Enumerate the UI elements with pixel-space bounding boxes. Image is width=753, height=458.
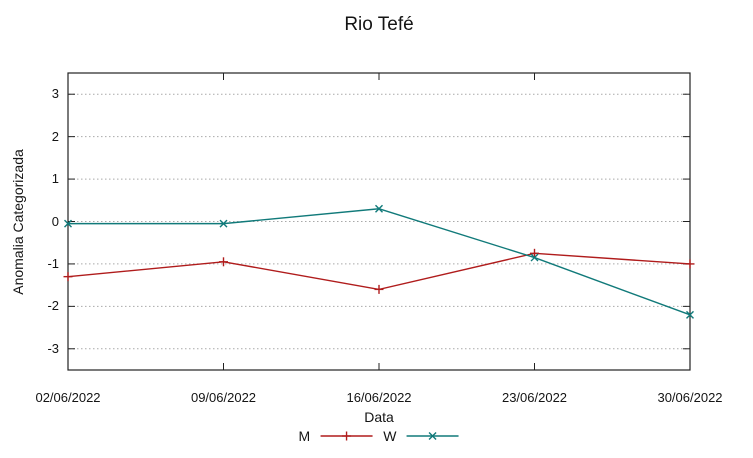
series-marker-w: [686, 310, 694, 319]
x-tick-label: 23/06/2022: [501, 390, 568, 405]
series-marker-w: [219, 219, 228, 228]
legend-sample-marker: [428, 432, 437, 440]
series-line-w: [68, 208, 691, 316]
x-tick-label: 02/06/2022: [35, 390, 101, 405]
x-tick-label: 30/06/2022: [657, 390, 723, 405]
legend-line-sample-m: [320, 431, 373, 441]
x-tick-label: 09/06/2022: [190, 390, 257, 405]
series-line-m: [67, 252, 691, 291]
series-marker-w: [64, 219, 72, 228]
y-tick-label: -1: [47, 255, 59, 271]
legend-label-m: M: [298, 428, 311, 444]
y-tick-label: -3: [47, 340, 59, 356]
legend-label-w: W: [383, 428, 397, 444]
legend-line-sample-w: [406, 432, 459, 440]
x-axis-label: Data: [364, 409, 394, 425]
chart-title: Rio Tefé: [344, 14, 414, 35]
legend-item-m: M: [299, 428, 374, 444]
y-tick-label: 3: [51, 86, 59, 102]
legend-item-w: W: [383, 428, 459, 444]
series-marker-w: [530, 253, 539, 262]
y-tick-label: 1: [51, 171, 59, 187]
series-marker-w: [375, 204, 383, 213]
y-tick-label: -2: [47, 298, 59, 314]
legend: M W: [299, 428, 460, 444]
plot-border: [67, 72, 691, 371]
y-tick-label: 2: [51, 128, 59, 144]
y-tick-label: 0: [51, 213, 59, 229]
x-tick-label: 16/06/2022: [346, 390, 412, 405]
